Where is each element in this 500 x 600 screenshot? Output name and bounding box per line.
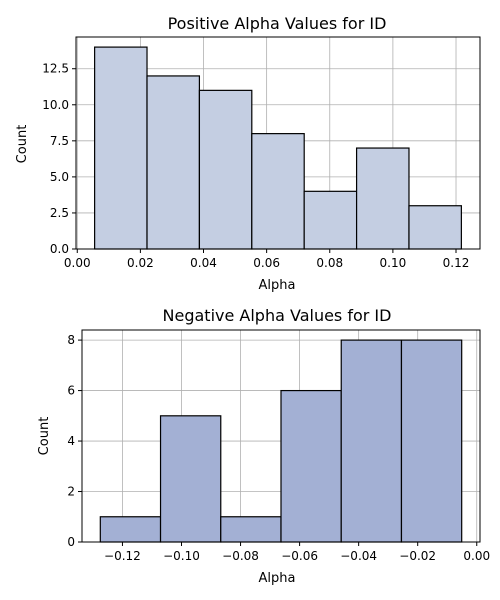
chart-title: Positive Alpha Values for ID: [168, 14, 387, 33]
y-tick-label: 8: [67, 333, 75, 347]
histogram-bar: [355, 147, 410, 250]
bars: [94, 46, 462, 250]
histogram-bar: [251, 133, 305, 250]
x-tick-label: 0.02: [127, 256, 154, 270]
x-tick-label: −0.02: [399, 549, 436, 563]
x-tick-label: −0.12: [104, 549, 141, 563]
x-tick-label: 0.00: [463, 549, 490, 563]
histogram-bar: [340, 339, 403, 543]
y-axis-label: Count: [37, 417, 52, 456]
histogram-bar: [94, 46, 148, 250]
histogram-bar: [146, 75, 201, 250]
axes-frame: [81, 329, 481, 543]
y-tick-label: 10.0: [42, 98, 69, 112]
y-tick-label: 0: [67, 535, 75, 549]
y-ticks: 0 2 4 6 8: [67, 333, 82, 549]
x-tick-label: 0.00: [64, 256, 91, 270]
histogram-bar: [303, 190, 358, 250]
y-tick-label: 12.5: [42, 62, 69, 76]
histogram-bar: [198, 89, 253, 250]
x-tick-label: 0.08: [316, 256, 343, 270]
x-tick-label: −0.04: [340, 549, 377, 563]
y-tick-label: 7.5: [50, 134, 69, 148]
y-tick-label: 5.0: [50, 170, 69, 184]
histogram-bar: [280, 389, 342, 543]
x-tick-label: −0.06: [281, 549, 318, 563]
x-axis-label: Alpha: [259, 571, 296, 586]
histogram-bar: [159, 415, 222, 543]
negative-alpha-histogram: Negative Alpha Values for ID Alpha Count…: [37, 306, 490, 586]
axes-frame: [75, 36, 481, 250]
y-tick-label: 2: [67, 485, 75, 499]
x-tick-label: −0.08: [222, 549, 259, 563]
y-tick-label: 4: [67, 434, 75, 448]
x-tick-label: 0.04: [190, 256, 217, 270]
x-ticks: 0.00 0.02 0.04 0.06 0.08 0.10 0.12: [64, 249, 469, 270]
x-tick-label: −0.10: [163, 549, 200, 563]
histogram-bar: [99, 516, 162, 543]
chart-title: Negative Alpha Values for ID: [163, 306, 392, 325]
y-tick-label: 6: [67, 384, 75, 398]
x-tick-label: 0.10: [380, 256, 407, 270]
x-axis-label: Alpha: [259, 278, 296, 293]
x-tick-label: 0.12: [443, 256, 470, 270]
histogram-bar: [220, 516, 282, 543]
histogram-bar: [400, 339, 463, 543]
histogram-bar: [408, 205, 462, 250]
y-axis-label: Count: [15, 125, 30, 164]
y-tick-label: 2.5: [50, 206, 69, 220]
x-tick-label: 0.06: [253, 256, 280, 270]
x-ticks: −0.12 −0.10 −0.08 −0.06 −0.04 −0.02 0.00: [104, 542, 490, 563]
y-ticks: 0.0 2.5 5.0 7.5 10.0 12.5: [42, 62, 76, 256]
y-tick-label: 0.0: [50, 242, 69, 256]
positive-alpha-histogram: Positive Alpha Values for ID Alpha Count…: [15, 14, 481, 293]
bars: [99, 339, 463, 543]
